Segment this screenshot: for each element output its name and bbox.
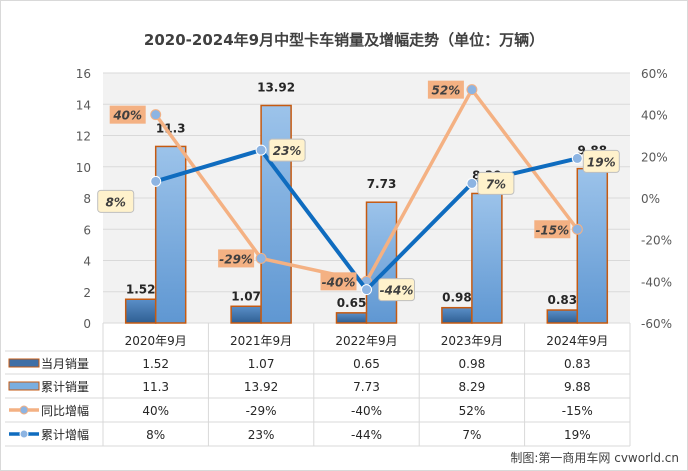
- cumulative-growth-label-box: [477, 171, 515, 195]
- bar-data-label: 7.73: [367, 177, 397, 191]
- right-axis-tick: 40%: [641, 109, 668, 123]
- line-marker: [466, 177, 478, 189]
- right-axis-tick: -60%: [641, 317, 672, 331]
- yoy-data-label: 52%: [432, 84, 461, 98]
- legend-label: 同比增幅: [41, 403, 89, 418]
- right-axis-tick: 0%: [641, 192, 660, 206]
- table-cell: 23%: [248, 428, 275, 442]
- left-axis-tick: 8: [83, 192, 91, 206]
- table-cell: 40%: [142, 404, 169, 418]
- table-cell: 8%: [146, 428, 165, 442]
- left-axis-tick: 10: [76, 161, 91, 175]
- table-cell: 52%: [459, 404, 486, 418]
- right-axis-tick: -40%: [641, 275, 672, 289]
- legend-label: 累计销量: [41, 380, 89, 394]
- left-axis-tick: 12: [76, 130, 91, 144]
- table-cell: 13.92: [244, 380, 278, 394]
- yoy-label-box: [534, 220, 571, 239]
- category-label: 2020年9月: [125, 334, 187, 348]
- legend-key-marker: [19, 405, 29, 415]
- table-cell: -29%: [246, 404, 277, 418]
- category-label: 2021年9月: [230, 334, 292, 348]
- table-cell: 0.83: [564, 357, 591, 371]
- table-cell: 0.98: [459, 357, 486, 371]
- yoy-data-label: -15%: [535, 223, 569, 237]
- category-label: 2023年9月: [441, 334, 503, 348]
- yoy-label-box: [109, 105, 146, 124]
- monthly-sales-bar: [230, 305, 262, 324]
- left-axis-tick: 2: [83, 286, 91, 300]
- table-cell: -44%: [351, 428, 382, 442]
- monthly-sales-bar: [441, 306, 473, 324]
- table-cell: 7.73: [353, 380, 380, 394]
- table-cell: -40%: [351, 404, 382, 418]
- table-cell: 19%: [564, 428, 591, 442]
- bar-data-label: 13.92: [257, 81, 295, 95]
- cumulative-growth-label-box: [268, 138, 306, 162]
- monthly-sales-bar: [335, 312, 368, 324]
- table-cell: 8.29: [459, 380, 486, 394]
- cumulative-sales-bar: [260, 104, 292, 324]
- line-marker: [255, 144, 267, 156]
- yoy-data-label: 40%: [112, 109, 142, 123]
- yoy-data-label: -29%: [219, 252, 253, 266]
- table-cell: 1.52: [142, 357, 169, 371]
- cumulative-growth-label-box: [97, 189, 135, 213]
- left-axis-tick: 0: [83, 317, 91, 331]
- table-cell: 1.07: [248, 357, 275, 371]
- bar-data-label: 0.83: [547, 293, 577, 307]
- right-axis-tick: 60%: [641, 67, 668, 81]
- table-cell: 0.65: [353, 357, 380, 371]
- category-label: 2022年9月: [335, 334, 397, 348]
- cumulative-growth-label-box: [378, 278, 415, 302]
- bar-data-label: 0.98: [442, 291, 472, 305]
- line-marker: [571, 152, 583, 164]
- legend-key: [8, 358, 40, 368]
- bar-data-label: 0.65: [337, 296, 367, 310]
- bar-data-label: 1.07: [231, 289, 261, 303]
- line-marker: [361, 284, 372, 296]
- left-axis-tick: 14: [76, 98, 91, 112]
- legend-key: [8, 381, 40, 391]
- monthly-sales-bar: [546, 309, 579, 324]
- right-axis-tick: -20%: [641, 234, 672, 248]
- line-marker: [466, 84, 478, 96]
- chart-title: 2020-2024年9月中型卡车销量及增幅走势（单位：万辆）: [144, 31, 544, 49]
- category-label: 2024年9月: [546, 334, 608, 348]
- left-axis-tick: 16: [76, 67, 91, 81]
- table-cell: -15%: [562, 404, 593, 418]
- cumulative-growth-data-label: 8%: [106, 195, 126, 209]
- cumulative-growth-data-label: 23%: [273, 144, 302, 158]
- cumulative-growth-data-label: 7%: [486, 177, 506, 191]
- cumulative-growth-data-label: -44%: [380, 284, 414, 298]
- legend-label: 当月销量: [41, 357, 89, 371]
- cumulative-growth-label-box: [582, 149, 620, 173]
- yoy-label-box: [427, 80, 464, 99]
- legend-label: 累计增幅: [41, 427, 89, 442]
- cumulative-sales-bar: [471, 192, 503, 324]
- cumulative-sales-bar: [576, 167, 609, 324]
- footer-credit: 制图:第一商用车网 cvworld.cn: [510, 450, 679, 465]
- line-marker: [150, 109, 162, 121]
- table-cell: 9.88: [564, 380, 591, 394]
- left-axis-tick: 4: [83, 255, 91, 269]
- line-marker: [255, 252, 267, 264]
- legend-key-marker: [19, 429, 29, 439]
- monthly-sales-bar: [124, 298, 157, 324]
- line-marker: [571, 223, 583, 235]
- bar-data-label: 1.52: [126, 282, 156, 296]
- right-axis-tick: 20%: [641, 150, 668, 164]
- table-cell: 7%: [462, 428, 481, 442]
- left-axis-tick: 6: [83, 223, 91, 237]
- yoy-label-box: [320, 272, 357, 291]
- cumulative-growth-data-label: 19%: [587, 155, 616, 169]
- yoy-data-label: -40%: [322, 275, 356, 289]
- yoy-label-box: [218, 249, 255, 268]
- line-marker: [150, 175, 162, 187]
- table-cell: 11.3: [142, 380, 169, 394]
